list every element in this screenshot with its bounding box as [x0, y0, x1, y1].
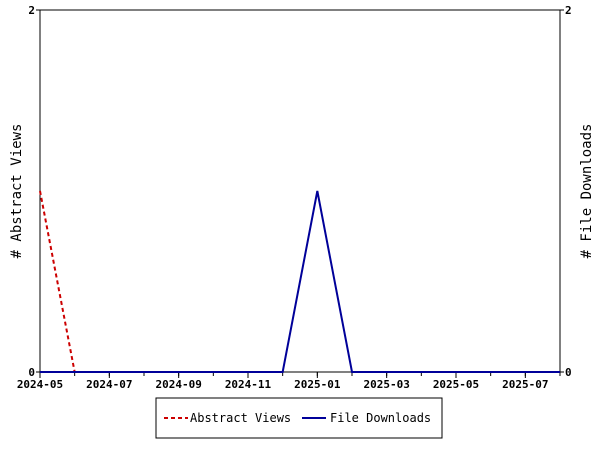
- x-tick-label: 2025-07: [502, 378, 548, 391]
- legend-label-abstract-views: Abstract Views: [190, 411, 291, 425]
- x-tick-label: 2025-01: [294, 378, 341, 391]
- x-tick-label: 2024-11: [225, 378, 272, 391]
- x-tick-label: 2024-05: [17, 378, 63, 391]
- series-file-downloads-line: [40, 190, 560, 373]
- x-tick-label: 2025-03: [363, 378, 409, 391]
- y-left-tick-label: 0: [28, 366, 35, 379]
- plot-frame: [39, 9, 561, 373]
- y-right-tick-label: 2: [565, 4, 572, 17]
- legend-label-file-downloads: File Downloads: [330, 411, 431, 425]
- series-abstract-views-segment: [39, 190, 76, 373]
- x-tick-label: 2024-07: [86, 378, 132, 391]
- y-left-axis-title: # Abstract Views: [9, 124, 25, 259]
- x-tick-label: 2024-09: [155, 378, 201, 391]
- x-tick-label: 2025-05: [433, 378, 479, 391]
- legend-box: [155, 397, 443, 439]
- y-left-tick-label: 2: [28, 4, 35, 17]
- y-right-tick-label: 0: [565, 366, 572, 379]
- y-right-axis-title: # File Downloads: [579, 124, 595, 259]
